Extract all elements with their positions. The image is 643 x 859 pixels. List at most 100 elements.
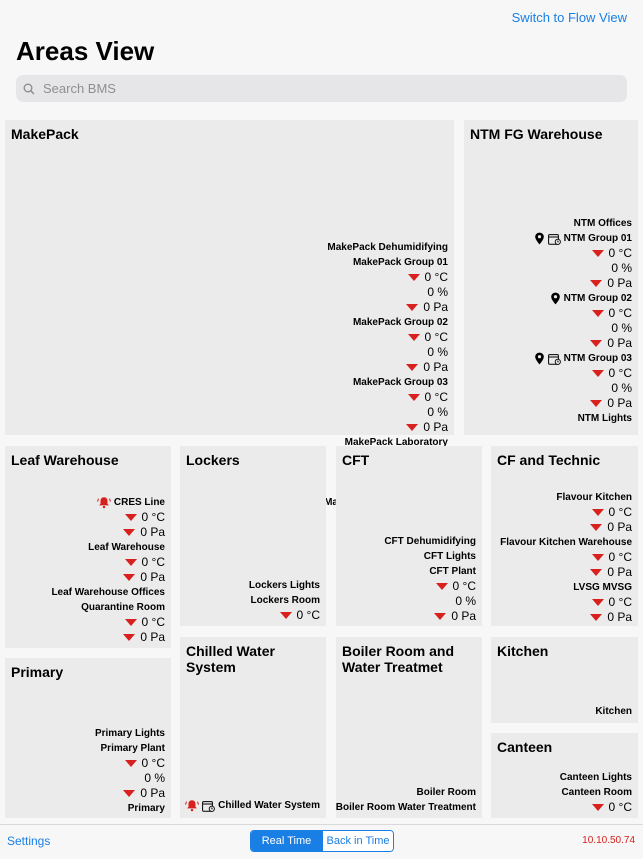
sub-area-row[interactable]: CRES Line [51,495,165,510]
sub-area-label: CFT Plant [429,566,476,577]
reading-row: 0 °C [384,579,476,594]
area-items: Boiler Room Boiler Room Water Treatment [336,785,476,815]
sub-area-row[interactable]: Leaf Warehouse [51,540,165,555]
sub-area-row[interactable]: Primary Lights [95,726,165,741]
reading-value: 0 Pa [607,336,632,350]
reading-row: 0 Pa [500,520,632,535]
time-mode-segmented-control[interactable]: Real Time Back in Time [250,830,394,852]
sub-area-row[interactable]: CFT Dehumidifying [384,534,476,549]
sub-area-row[interactable]: Boiler Room [336,785,476,800]
reading-value: 0 °C [608,595,632,609]
reading-row: 0 Pa [51,525,165,540]
area-tile-chilled-water-system[interactable]: Chilled Water System Chilled Water Syste… [180,637,326,818]
sub-area-row[interactable]: Chilled Water System [185,798,320,813]
sub-area-label: Primary Plant [100,743,165,754]
sub-area-label: Flavour Kitchen [556,492,632,503]
area-tile-boiler-room[interactable]: Boiler Room and Water Treatmet Boiler Ro… [336,637,482,818]
sub-area-row[interactable]: Leaf Warehouse Offices [51,585,165,600]
down-arrow-icon [124,559,137,566]
sub-area-row[interactable]: NTM Group 02 [534,291,632,306]
segment-real-time[interactable]: Real Time [251,831,322,851]
sub-area-label: Chilled Water System [218,800,320,811]
area-tile-lockers[interactable]: Lockers Lockers Lights Lockers Room 0 °C [180,446,326,626]
down-arrow-icon [124,514,137,521]
reading-row: 0 Pa [324,300,448,315]
sub-area-label: NTM Offices [573,218,632,229]
sub-area-row[interactable]: MakePack Group 03 [324,375,448,390]
sub-area-row[interactable]: Lockers Lights [249,578,320,593]
area-tile-kitchen[interactable]: Kitchen Kitchen [491,637,638,723]
sub-area-row[interactable]: Quarantine Room [51,600,165,615]
sub-area-row[interactable]: NTM Group 01 [534,231,632,246]
reading-value: 0 Pa [423,420,448,434]
down-arrow-icon [123,790,136,797]
reading-value: 0 Pa [140,570,165,584]
area-tile-primary[interactable]: Primary Primary Lights Primary Plant 0 °C 0… [5,658,171,818]
sub-area-row[interactable]: Flavour Kitchen [500,490,632,505]
sub-area-row[interactable]: Boiler Room Water Treatment [336,800,476,815]
alarm-bell-icon [185,799,199,812]
down-arrow-icon [590,340,603,347]
area-tile-ntm-fg-warehouse[interactable]: NTM FG Warehouse NTM Offices NTM Group 01… [464,120,638,435]
sub-area-row[interactable]: Primary [95,801,165,816]
down-arrow-icon [279,612,292,619]
reading-row: 0 °C [51,615,165,630]
sub-area-label: Canteen Lights [559,772,632,783]
area-tile-makepack[interactable]: MakePack MakePack Dehumidifying MakePack … [5,120,454,553]
sub-area-label: CFT Lights [423,551,476,562]
reading-row: 0 °C [500,595,632,610]
area-title: Canteen [497,739,553,755]
sub-area-label: MakePack Dehumidifying [327,242,448,253]
reading-value: 0 °C [141,756,165,770]
area-tile-cft[interactable]: CFT CFT Dehumidifying CFT Lights CFT Plant… [336,446,482,626]
sub-area-row[interactable]: NTM Group 03 [534,351,632,366]
sub-area-row[interactable]: NTM Lights [534,411,632,426]
sub-area-row[interactable]: Canteen Lights [560,770,632,785]
sub-area-row[interactable]: MakePack Laboratory [324,435,448,450]
sub-area-row[interactable]: CFT Plant [384,564,476,579]
reading-row: 0 % [384,594,476,609]
sub-area-label: CFT Dehumidifying [384,536,476,547]
sub-area-row[interactable]: NTM Offices [534,216,632,231]
reading-row: 0 % [324,345,448,360]
search-input[interactable] [41,80,605,97]
sub-area-label: Leaf Warehouse [88,542,165,553]
sub-area-row[interactable]: Primary Plant [95,741,165,756]
sub-area-row[interactable]: Flavour Kitchen Warehouse [500,535,632,550]
reading-value: 0 Pa [451,609,476,623]
area-tile-canteen[interactable]: Canteen Canteen Lights Canteen Room 0 °C [491,733,638,818]
sub-area-row[interactable]: MakePack Dehumidifying [324,240,448,255]
area-title: CF and Technic [497,452,601,468]
sub-area-row[interactable]: MakePack Group 01 [324,255,448,270]
switch-to-flow-view-link[interactable]: Switch to Flow View [511,10,627,25]
segment-back-in-time[interactable]: Back in Time [322,831,393,851]
search-bar[interactable] [16,75,627,102]
sub-area-row[interactable]: LVSG MVSG [500,580,632,595]
reading-value: 0 °C [424,330,448,344]
down-arrow-icon [407,394,420,401]
sub-area-label: Boiler Room [416,787,476,798]
reading-value: 0 °C [452,579,476,593]
reading-value: 0 °C [424,270,448,284]
reading-value: 0 % [144,771,165,785]
settings-button[interactable]: Settings [7,834,51,848]
sub-area-label: MakePack Group 01 [352,257,448,268]
down-arrow-icon [590,400,603,407]
reading-row: 0 Pa [51,570,165,585]
sub-area-row[interactable]: MakePack Group 02 [324,315,448,330]
area-tile-leaf-warehouse[interactable]: Leaf Warehouse CRES Line 0 °C 0 Pa Leaf War… [5,446,171,648]
reading-value: 0 % [611,261,632,275]
sub-area-row[interactable]: CFT Lights [384,549,476,564]
reading-value: 0 Pa [140,525,165,539]
area-tile-cf-and-technic[interactable]: CF and Technic Flavour Kitchen 0 °C 0 Pa Fl… [491,446,638,626]
reading-row: 0 °C [500,505,632,520]
reading-row: 0 °C [249,608,320,623]
sub-area-row[interactable]: Lockers Room [249,593,320,608]
sub-area-row[interactable]: Kitchen [595,704,632,719]
schedule-icon [547,233,561,245]
reading-value: 0 Pa [140,786,165,800]
reading-value: 0 % [455,594,476,608]
page-title: Areas View [16,36,155,66]
reading-row: 0 % [534,261,632,276]
sub-area-row[interactable]: Canteen Room [560,785,632,800]
